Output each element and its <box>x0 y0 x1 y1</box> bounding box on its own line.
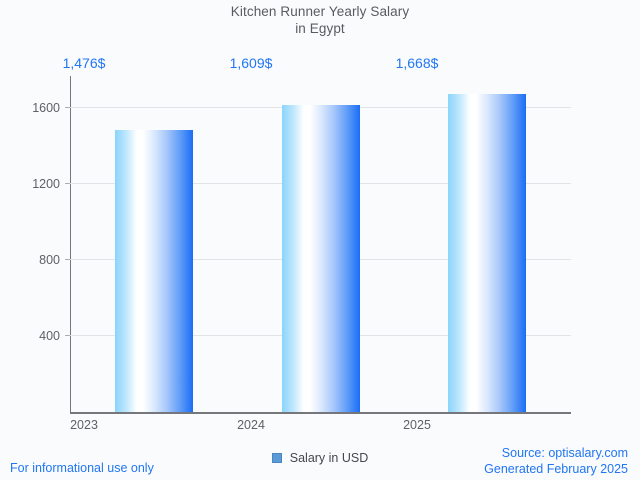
bar-value-2024: 1,609$ <box>229 55 273 71</box>
legend-item-label[interactable]: Salary in USD <box>289 451 369 465</box>
x-tick-label-2024: 2024 <box>237 418 265 432</box>
y-tick-label-400: 400 <box>39 329 60 343</box>
square-marker-icon <box>271 453 282 463</box>
chart-title-line-1: Kitchen Runner Yearly Salary <box>230 4 410 19</box>
bar-value-2023: 1,476$ <box>62 55 106 71</box>
y-axis-line <box>70 76 71 413</box>
tick-mark-800 <box>65 259 70 260</box>
bar-2024[interactable] <box>282 105 360 412</box>
tick-mark-1600 <box>65 107 70 108</box>
x-tick-label-2025: 2025 <box>403 418 431 432</box>
y-tick-label-800: 800 <box>39 253 60 267</box>
x-axis-line <box>70 412 571 414</box>
chart-legend: Salary in USD <box>0 451 640 465</box>
chart-title-line-2: in Egypt <box>295 21 345 36</box>
tick-mark-1200 <box>65 183 70 184</box>
bar-value-2025: 1,668$ <box>395 55 439 71</box>
bar-2023[interactable] <box>115 130 193 412</box>
disclaimer-text: For informational use only <box>10 461 154 475</box>
source-text[interactable]: Source: optisalary.com <box>501 446 628 460</box>
source-block: Source: optisalary.com Generated Februar… <box>484 446 628 477</box>
tick-mark-400 <box>65 335 70 336</box>
plot-area <box>65 76 571 412</box>
y-tick-label-1200: 1200 <box>32 177 60 191</box>
chart-title: Kitchen Runner Yearly Salary in Egypt <box>0 3 640 37</box>
x-tick-label-2023: 2023 <box>70 418 98 432</box>
generated-date-text: Generated February 2025 <box>484 461 628 476</box>
bar-2025[interactable] <box>448 94 526 412</box>
y-tick-label-1600: 1600 <box>32 101 60 115</box>
